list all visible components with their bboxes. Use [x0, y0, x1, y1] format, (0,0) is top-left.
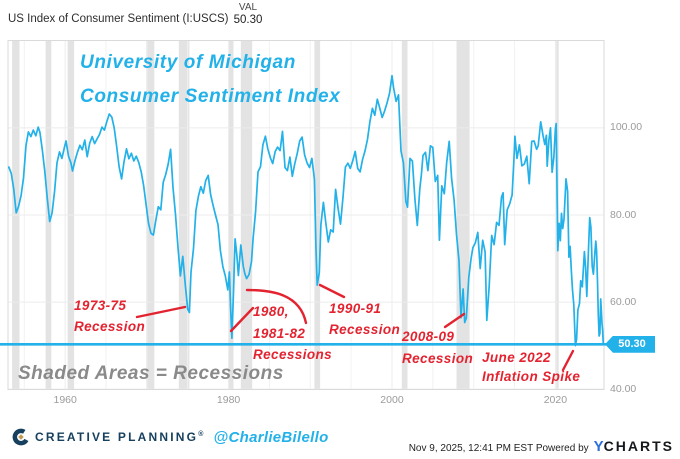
chart-title-line2: Consumer Sentiment Index	[80, 86, 341, 107]
recession-annotation: June 2022 Inflation Spike	[482, 350, 581, 384]
series-title: US Index of Consumer Sentiment (I:USCS)	[8, 13, 229, 25]
x-axis-tick-label: 2000	[380, 394, 404, 406]
recession-note: Shaded Areas = Recessions	[18, 363, 284, 384]
creative-planning-logo-icon	[12, 428, 30, 446]
footer-attribution: Nov 9, 2025, 12:41 PM EST Powered by Y C…	[409, 438, 674, 455]
level-line-badge: 50.30	[605, 335, 655, 353]
footer-brand-area: CREATIVE PLANNING® @CharlieBilello	[12, 428, 329, 446]
recession-annotation: 1980, 1981-82 Recessions	[253, 304, 333, 362]
x-axis-tick-label: 2020	[543, 394, 568, 406]
timestamp: Nov 9, 2025, 12:41 PM EST	[408, 443, 534, 454]
recession-annotation: 1990-91 Recession	[329, 301, 401, 337]
brand-text: CREATIVE PLANNING	[35, 430, 199, 444]
x-axis-tick-label: 1980	[216, 394, 241, 406]
registered-mark: ®	[198, 431, 206, 438]
twitter-handle: @CharlieBilello	[213, 428, 329, 446]
current-value-block: VAL 50.30	[226, 2, 270, 26]
recession-annotation: 1973-75 Recession	[74, 298, 146, 334]
chart-title: University of Michigan Consumer Sentimen…	[80, 46, 340, 114]
creative-planning-wordmark: CREATIVE PLANNING®	[35, 430, 206, 444]
plot-border	[7, 40, 605, 390]
powered-by-label: Powered by	[535, 443, 589, 454]
timestamp-powered-by: Nov 9, 2025, 12:41 PM EST Powered by	[409, 443, 589, 454]
chart-title-line1: University of Michigan	[80, 52, 296, 73]
ycharts-logo-text: CHARTS	[603, 438, 674, 454]
y-axis-tick-label: 80.00	[610, 208, 637, 221]
sentiment-line-chart	[0, 40, 610, 390]
annotation-pointers	[135, 283, 575, 372]
y-axis-tick-label: 100.00	[610, 121, 643, 134]
x-axis-tick-label: 1960	[53, 394, 77, 406]
y-axis-tick-label: 40.00	[610, 382, 637, 395]
sentiment-series-line	[7, 74, 605, 347]
ycharts-logo-y: Y	[593, 438, 604, 455]
val-current-value: 50.30	[233, 14, 263, 26]
val-column-header: VAL	[238, 2, 258, 13]
y-axis-tick-label: 60.00	[610, 295, 637, 308]
recession-annotation: 2008-09 Recession	[402, 329, 474, 366]
